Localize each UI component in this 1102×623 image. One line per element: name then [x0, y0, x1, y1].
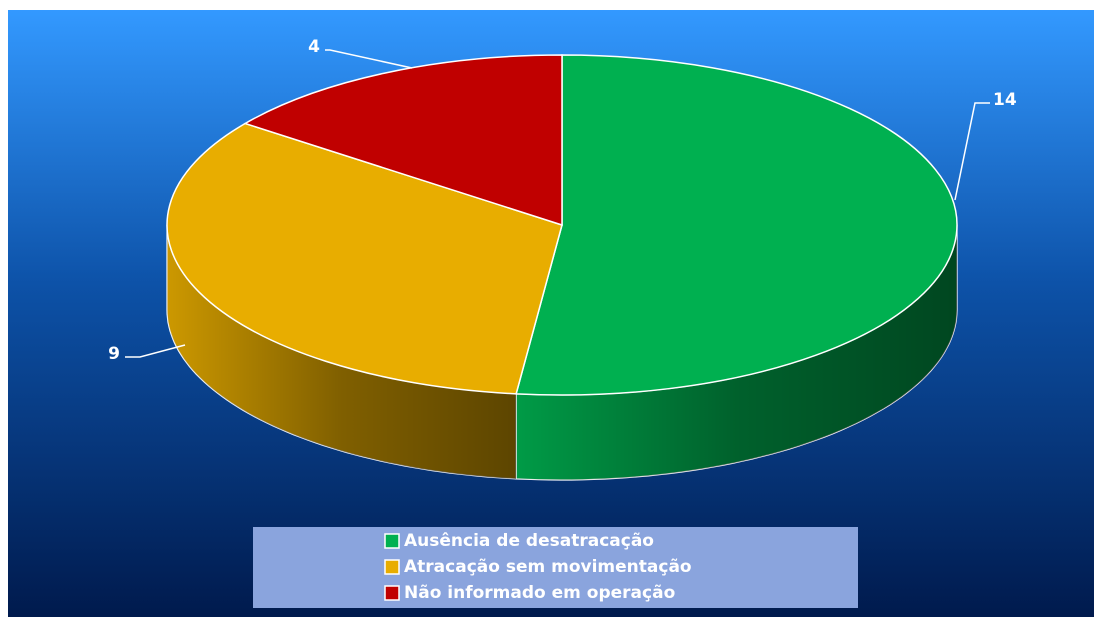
legend-box: [253, 527, 858, 608]
legend-label: Atracação sem movimentação: [404, 557, 692, 577]
data-label: 9: [108, 344, 120, 364]
leader-line: [325, 49, 413, 69]
data-label: 4: [308, 37, 320, 57]
slice: [243, 54, 563, 227]
legend-label: Ausência de desatracação: [404, 531, 654, 551]
leader-line: [954, 102, 990, 201]
data-label: 14: [993, 90, 1017, 110]
side-shade: [516, 225, 957, 480]
legend-swatch: [384, 559, 400, 575]
side-shade: [167, 225, 517, 479]
legend-swatch: [384, 533, 400, 549]
slice: [166, 122, 563, 395]
leader-line: [125, 344, 186, 358]
slice: [515, 54, 958, 396]
legend-swatch: [384, 585, 400, 601]
legend-label: Não informado em operação: [404, 583, 675, 603]
